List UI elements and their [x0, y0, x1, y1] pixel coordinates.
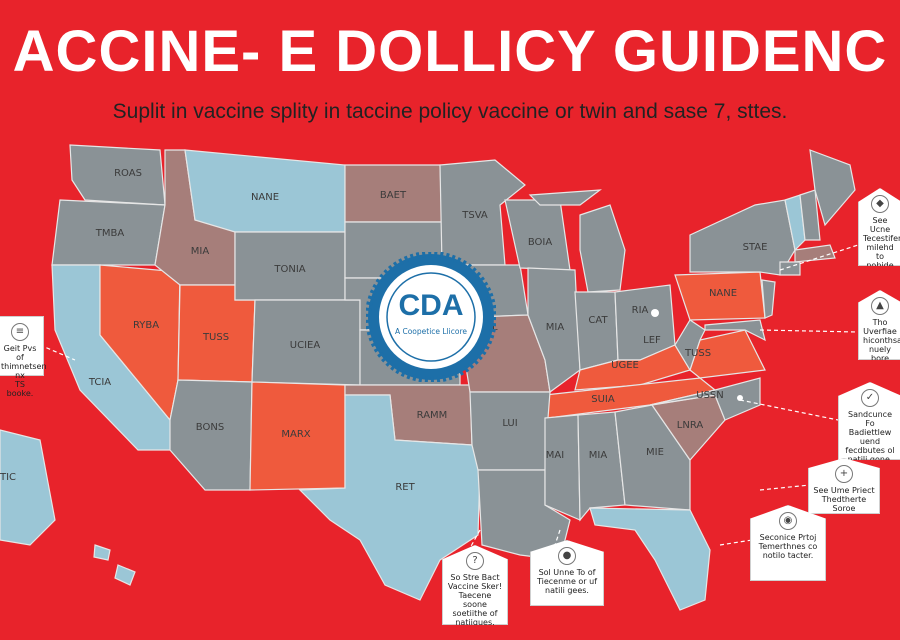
callout-connectors — [39, 244, 859, 549]
label-nd: BAET — [380, 190, 407, 201]
label-il: MIA — [546, 322, 565, 333]
label-az: BONS — [196, 422, 224, 433]
info-icon: ◆ — [871, 195, 889, 213]
label-nv: RYBA — [133, 320, 159, 331]
label-wi: BOIA — [528, 237, 553, 248]
state-mi — [579, 204, 626, 293]
label-wy: TONIA — [273, 264, 305, 275]
label-al: MIA — [589, 450, 608, 461]
shield-icon: ▲ — [871, 297, 889, 315]
callout-bottom-1-text: So Stre Bact Vaccine Sker! Taecene soone… — [447, 573, 503, 627]
callout-right-1: ◆ See Ucne Tecestifene milehd to nobide — [858, 188, 900, 266]
label-nc: USSN — [696, 390, 724, 401]
callout-right-3-text: Sandcunce Fo Badiettlew uend fecdbutes o… — [845, 410, 895, 464]
state-md — [704, 319, 766, 342]
state-me — [809, 149, 856, 227]
marker-dot — [737, 395, 743, 401]
state-al — [577, 411, 626, 522]
location-pin-icon: ● — [558, 547, 576, 565]
label-ga: MIE — [646, 447, 664, 458]
callout-right-2-text: Tho Uverfiae hiconthsam nuely bore — [863, 318, 900, 363]
label-sc: LNRA — [677, 420, 704, 431]
label-va: TUSS — [684, 348, 711, 359]
label-ky: UGEE — [611, 360, 639, 371]
syringe-icon: + — [835, 465, 853, 483]
label-mt: NANE — [251, 192, 279, 203]
state-az — [169, 379, 253, 491]
label-pa: NANE — [709, 288, 737, 299]
page-title: ACCINE- E DOLLICY GUIDENC — [12, 19, 888, 84]
callout-bottom-1: ? So Stre Bact Vaccine Sker! Taecene soo… — [442, 545, 508, 625]
state-nj — [761, 279, 776, 319]
callout-left: ≡ Geit Pvs of thimnetsen nx TS booke. — [0, 316, 47, 398]
callout-bottom-2: ● Sol Unne To of Tiecenme or uf natili g… — [530, 540, 604, 606]
callout-bottom-2-text: Sol Unne To of Tiecenme or uf natili gee… — [536, 568, 598, 595]
marker-dot — [651, 309, 659, 317]
state-nh — [799, 189, 821, 241]
state-ma — [794, 244, 836, 263]
state-ga — [614, 404, 691, 511]
label-oh: LEF — [643, 335, 661, 346]
state-ny — [689, 199, 796, 276]
badge-subtitle: A Coopetice Llicore — [395, 327, 467, 336]
callout-left-text: Geit Pvs of thimnetsen nx TS booke. — [1, 344, 47, 398]
label-tn: SUIA — [591, 394, 615, 405]
label-id: MIA — [191, 246, 210, 257]
state-wi — [504, 199, 571, 271]
state-ms — [544, 414, 581, 521]
label-nm: MARX — [281, 429, 310, 440]
label-ak: TIC — [0, 472, 16, 483]
label-ms: MAI — [546, 450, 564, 461]
thumbs-up-icon: ✓ — [861, 389, 879, 407]
state-tx — [298, 394, 481, 601]
label-or: TMBA — [95, 228, 125, 239]
label-tx: RET — [395, 482, 415, 493]
callout-right-5: ◉ Seconice Prtoj Temerthnes co notilo ta… — [750, 505, 826, 581]
question-icon: ? — [466, 552, 484, 570]
state-fl — [589, 507, 711, 611]
label-mn: TSVA — [461, 210, 488, 221]
badge-title: CDA — [399, 289, 464, 322]
label-ok: RAMM — [417, 410, 448, 421]
state-nc — [649, 377, 761, 421]
state-mi-up — [528, 189, 602, 206]
state-ak — [0, 429, 56, 546]
label-ny: STAE — [743, 242, 768, 253]
callout-right-1-text: See Ucne Tecestifene milehd to nobide — [863, 216, 900, 270]
state-hi-2 — [114, 564, 136, 586]
callout-right-2: ▲ Tho Uverfiae hiconthsam nuely bore — [858, 290, 900, 360]
label-ca: TCIA — [88, 377, 111, 388]
label-ma: RIA — [632, 305, 649, 316]
state-wv — [674, 319, 706, 372]
callout-right-5-text: Seconice Prtoj Temerthnes co notilo tact… — [758, 533, 818, 560]
state-ar — [469, 391, 551, 471]
label-co: UCIEA — [290, 340, 321, 351]
label-la: LUI — [502, 418, 517, 429]
page-subtitle: Suplit in vaccine splity in taccine poli… — [112, 100, 788, 123]
document-icon: ≡ — [11, 323, 29, 341]
callout-right-3: ✓ Sandcunce Fo Badiettlew uend fecdbutes… — [838, 382, 900, 460]
callout-right-4-text: See Ume Priect Thedtherte Soroe oatile b… — [813, 486, 875, 522]
state-mt — [184, 149, 346, 233]
label-ut: TUSS — [202, 332, 229, 343]
callout-right-4: + See Ume Priect Thedtherte Soroe oatile… — [808, 458, 880, 514]
label-in: CAT — [588, 315, 608, 326]
state-hi-1 — [93, 544, 111, 561]
state-in — [574, 291, 619, 371]
people-icon: ◉ — [779, 512, 797, 530]
label-wa: ROAS — [114, 168, 142, 179]
cda-badge: CDA A Coopetice Llicore — [365, 251, 497, 383]
